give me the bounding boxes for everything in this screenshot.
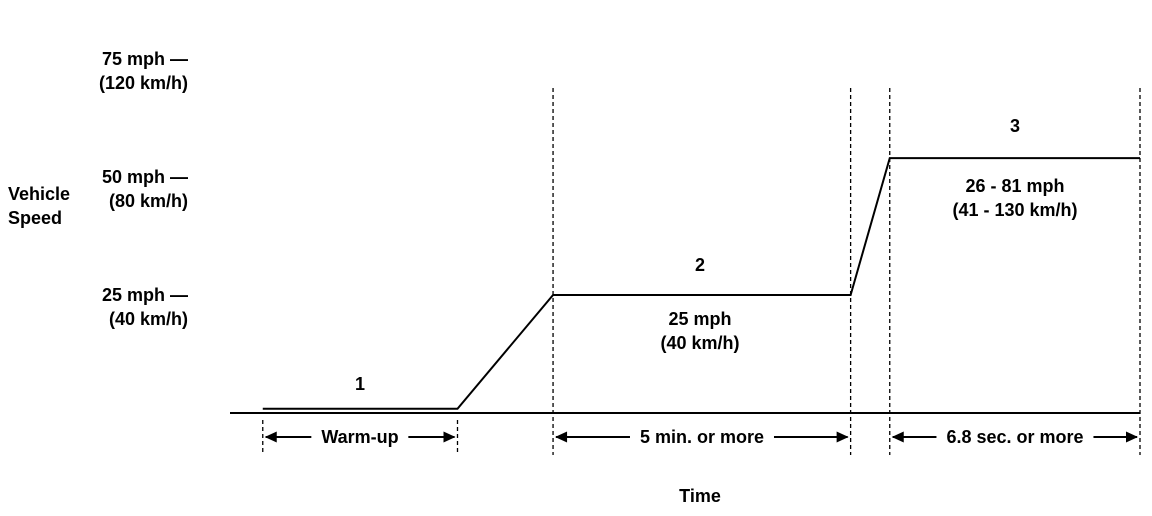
- duration-arrowhead-left-2: [555, 431, 568, 443]
- phase-1-duration-label: Warm-up: [311, 425, 409, 449]
- phase-2-duration-label: 5 min. or more: [629, 425, 775, 449]
- duration-arrowhead-right-1: [443, 431, 456, 443]
- y-tick-25-kmh-label: (40 km/h): [108, 309, 188, 329]
- phase-3-number: 3: [1009, 116, 1020, 136]
- phase-3-duration-label: 6.8 sec. or more: [936, 425, 1094, 449]
- y-tick-50-mph-label: 50 mph —: [101, 167, 188, 187]
- duration-arrowhead-right-3: [1126, 431, 1138, 443]
- y-tick-25-mph-label: 25 mph —: [101, 285, 188, 305]
- y-tick-75-kmh-label: (120 km/h): [98, 73, 188, 93]
- phase-2-annotation: 25 mph (40 km/h): [660, 309, 740, 353]
- y-tick-75-mph-label: 75 mph —: [101, 49, 188, 69]
- duration-arrowhead-left-1: [264, 431, 277, 443]
- phase-1-number: 1: [354, 374, 365, 394]
- y-tick-25: 25 mph — (40 km/h): [68, 283, 188, 331]
- phase-2-number: 2: [694, 255, 705, 275]
- duration-arrowhead-left-3: [891, 431, 904, 443]
- y-tick-75: 75 mph — (120 km/h): [68, 47, 188, 95]
- duration-arrowhead-right-2: [836, 431, 849, 443]
- speed-profile-line: [262, 157, 1140, 410]
- phase-3-annotation: 26 - 81 mph (41 - 130 km/h): [952, 176, 1078, 220]
- x-axis-title: Time: [679, 486, 721, 506]
- y-tick-50: 50 mph — (80 km/h): [68, 165, 188, 213]
- y-tick-50-kmh-label: (80 km/h): [108, 191, 188, 211]
- y-axis-title: Vehicle Speed: [8, 184, 71, 228]
